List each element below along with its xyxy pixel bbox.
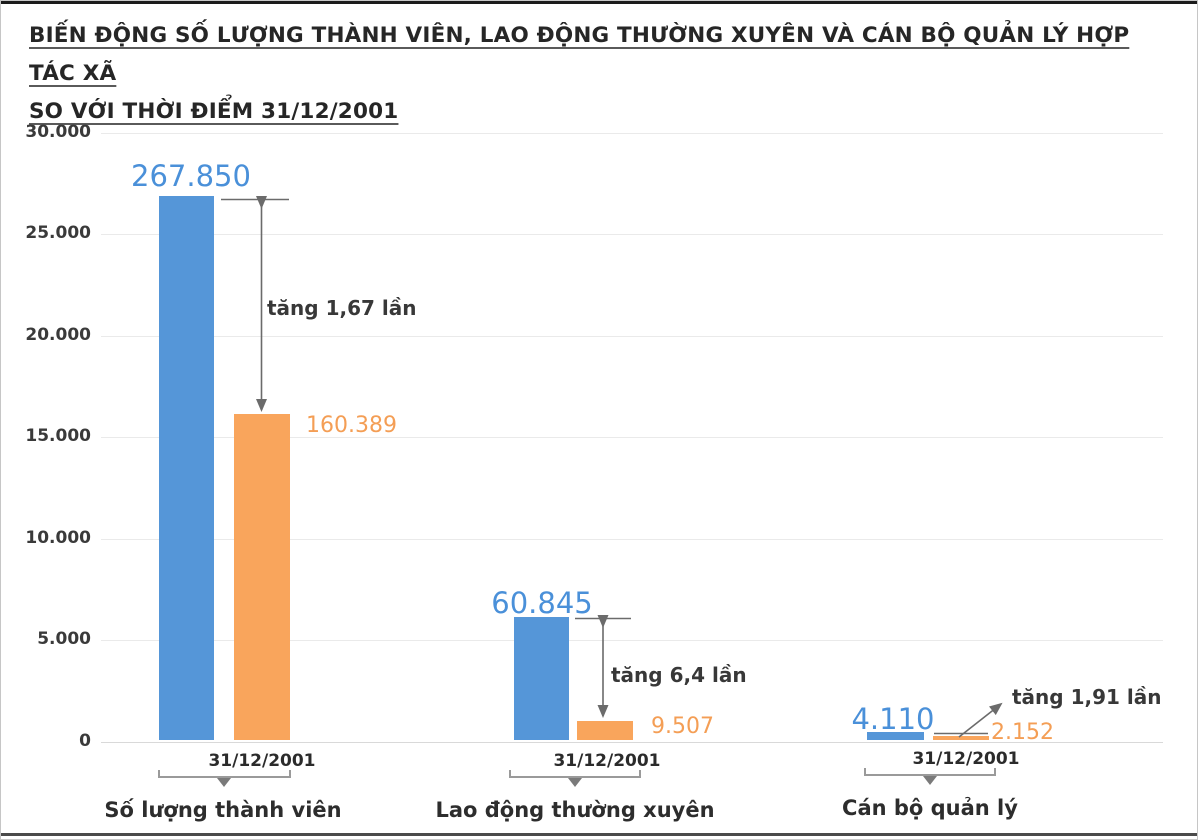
gridline-30000 (101, 133, 1163, 134)
value-label-workers-current: 60.845 (491, 586, 593, 620)
bracket-arrow-icon (568, 778, 582, 787)
annotation-members-ratio: tăng 1,67 lần (267, 296, 417, 320)
gridline-25000 (101, 234, 1163, 235)
category-label-workers: Lao động thường xuyên (435, 798, 715, 822)
x-label-date-managers: 31/12/2001 (912, 749, 1020, 769)
group-bracket-managers (864, 768, 996, 776)
bottom-border (1, 833, 1197, 836)
bar-members-2001 (234, 414, 290, 740)
y-tick-15000: 15.000 (25, 426, 91, 446)
y-tick-30000: 30.000 (25, 122, 91, 142)
chart-title-line1: BIẾN ĐỘNG SỐ LƯỢNG THÀNH VIÊN, LAO ĐỘNG … (29, 23, 1130, 86)
bracket-arrow-icon (217, 778, 231, 787)
y-tick-20000: 20.000 (25, 325, 91, 345)
bar-managers-current (867, 731, 924, 740)
category-label-managers: Cán bộ quản lý (842, 796, 1018, 820)
chart-title-line2: SO VỚI THỜI ĐIỂM 31/12/2001 (29, 99, 399, 124)
group-bracket-members (158, 770, 291, 778)
y-tick-0: 0 (79, 731, 91, 751)
bar-workers-2001 (577, 720, 633, 740)
value-label-members-2001: 160.389 (306, 413, 397, 438)
gridline-15000 (101, 437, 1163, 438)
bar-members-current (159, 196, 214, 740)
bracket-arrow-icon (923, 776, 937, 785)
gridline-20000 (101, 336, 1163, 337)
y-tick-25000: 25.000 (25, 223, 91, 243)
y-tick-5000: 5.000 (37, 629, 91, 649)
value-label-managers-current: 4.110 (851, 702, 935, 736)
top-border (1, 1, 1197, 4)
value-label-managers-2001: 2.152 (991, 720, 1054, 745)
bar-managers-2001 (933, 735, 989, 740)
annotation-workers-ratio: tăng 6,4 lần (611, 663, 747, 687)
category-label-members: Số lượng thành viên (104, 798, 342, 822)
annotation-managers-ratio: tăng 1,91 lần (1012, 685, 1162, 709)
x-axis-baseline (101, 742, 1163, 743)
value-label-members-current: 267.850 (131, 159, 251, 193)
gridline-10000 (101, 539, 1163, 540)
bar-workers-current (514, 616, 569, 740)
y-tick-10000: 10.000 (25, 528, 91, 548)
chart-title: BIẾN ĐỘNG SỐ LƯỢNG THÀNH VIÊN, LAO ĐỘNG … (29, 17, 1179, 131)
x-label-date-workers: 31/12/2001 (553, 751, 661, 771)
gridline-5000 (101, 640, 1163, 641)
value-label-workers-2001: 9.507 (651, 714, 714, 739)
x-label-date-members: 31/12/2001 (208, 751, 316, 771)
group-bracket-workers (509, 770, 641, 778)
